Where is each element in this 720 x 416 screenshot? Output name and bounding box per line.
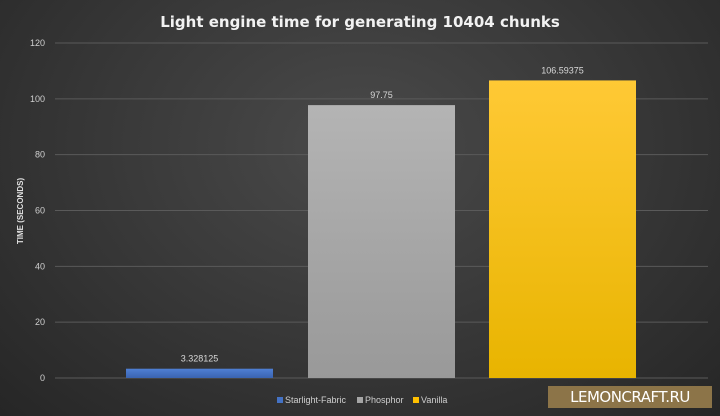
y-tick-label: 120 (30, 38, 45, 48)
y-tick-label: 80 (35, 150, 45, 160)
y-tick-label: 20 (35, 317, 45, 327)
legend-swatch (277, 397, 283, 403)
bar-starlight-fabric (126, 368, 273, 378)
legend-item: Starlight-Fabric (285, 395, 347, 405)
legend-item: Phosphor (365, 395, 404, 405)
bar-phosphor (308, 105, 455, 378)
legend-swatch (413, 397, 419, 403)
y-tick-label: 0 (40, 373, 45, 383)
data-label: 106.59375 (541, 65, 584, 75)
y-axis-label: TIME (SECONDS) (16, 178, 25, 245)
data-label: 97.75 (370, 90, 393, 100)
y-tick-label: 100 (30, 94, 45, 104)
legend-item: Vanilla (421, 395, 447, 405)
data-label: 3.328125 (181, 354, 219, 364)
watermark: LEMONCRAFT.RU (548, 386, 712, 408)
chart-title: Light engine time for generating 10404 c… (160, 13, 560, 31)
y-tick-label: 60 (35, 206, 45, 216)
legend-swatch (357, 397, 363, 403)
bar-vanilla (489, 80, 636, 378)
y-tick-label: 40 (35, 261, 45, 271)
